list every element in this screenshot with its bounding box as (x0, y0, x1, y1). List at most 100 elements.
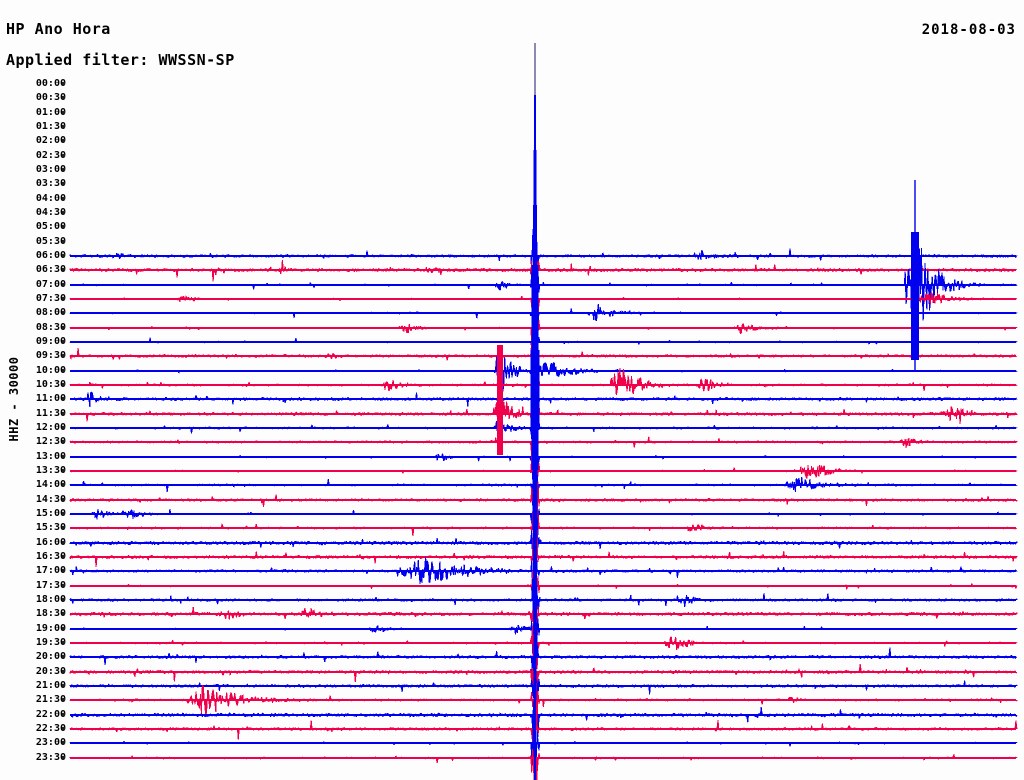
seismogram-trace (69, 716, 1018, 780)
row-tick-mark (62, 555, 65, 558)
time-tick-label: 02:30 (35, 150, 66, 161)
time-tick-label: 00:30 (35, 92, 66, 103)
row-tick-mark (62, 254, 65, 257)
seismogram-trace (69, 575, 1018, 642)
time-tick-label: 10:00 (35, 365, 66, 376)
time-tick-label: 17:00 (35, 565, 66, 576)
row-tick-mark (62, 240, 65, 243)
seismogram-trace (69, 501, 1018, 565)
seismogram-trace (69, 233, 1018, 321)
row-tick-mark (62, 598, 65, 601)
time-tick-label: 17:30 (35, 580, 66, 591)
row-tick-mark (62, 182, 65, 185)
seismogram-trace (69, 567, 1018, 638)
time-tick-label: 22:30 (35, 723, 66, 734)
time-tick-label: 09:30 (35, 350, 66, 361)
seismogram-trace (69, 381, 1018, 414)
row-tick-mark (62, 311, 65, 314)
time-tick-label: 09:00 (35, 336, 66, 347)
time-tick-label: 15:30 (35, 522, 66, 533)
row-tick-mark (62, 96, 65, 99)
row-tick-mark (62, 670, 65, 673)
time-tick-label: 07:30 (35, 293, 66, 304)
row-tick-mark (62, 756, 65, 759)
row-tick-mark (62, 584, 65, 587)
row-tick-mark (62, 469, 65, 472)
time-tick-label: 12:00 (35, 422, 66, 433)
row-tick-mark (62, 713, 65, 716)
time-tick-label: 18:30 (35, 608, 66, 619)
row-tick-mark (62, 211, 65, 214)
time-tick-label: 02:00 (35, 135, 66, 146)
time-tick-label: 12:30 (35, 436, 66, 447)
row-tick-mark (62, 168, 65, 171)
row-tick-mark (62, 641, 65, 644)
seismogram-trace (69, 314, 1018, 395)
time-tick-label: 21:30 (35, 694, 66, 705)
seismogram-trace (69, 392, 1018, 487)
time-tick-label: 21:00 (35, 680, 66, 691)
red-event-column-1030 (497, 345, 503, 455)
time-tick-label: 11:30 (35, 408, 66, 419)
applied-filter-label: Applied filter: WWSSN-SP (6, 51, 235, 69)
row-tick-mark (62, 383, 65, 386)
time-tick-label: 04:00 (35, 193, 66, 204)
time-tick-label: 03:30 (35, 178, 66, 189)
row-tick-mark (62, 684, 65, 687)
time-tick-label: 08:00 (35, 307, 66, 318)
seismogram-trace (69, 607, 1018, 674)
row-tick-mark (62, 412, 65, 415)
row-tick-mark (62, 354, 65, 357)
row-tick-mark (62, 340, 65, 343)
seismogram-trace (69, 570, 1018, 638)
time-tick-label: 19:00 (35, 623, 66, 634)
time-tick-label: 06:30 (35, 264, 66, 275)
time-tick-label: 01:30 (35, 121, 66, 132)
time-tick-label: 11:00 (35, 393, 66, 404)
time-tick-label: 16:00 (35, 537, 66, 548)
row-tick-mark (62, 483, 65, 486)
time-tick-label: 22:00 (35, 709, 66, 720)
page-title: HP Ano Hora (6, 20, 111, 38)
time-tick-label: 01:00 (35, 107, 66, 118)
row-tick-mark (62, 455, 65, 458)
seismogram-trace (69, 423, 1018, 484)
row-tick-mark (62, 426, 65, 429)
time-tick-label: 05:30 (35, 236, 66, 247)
row-tick-mark (62, 82, 65, 85)
row-tick-mark (62, 154, 65, 157)
seismogram-trace (69, 541, 1018, 589)
row-tick-mark (62, 727, 65, 730)
seismogram-trace (69, 244, 1018, 306)
time-tick-label: 23:30 (35, 752, 66, 763)
time-tick-label: 04:30 (35, 207, 66, 218)
row-tick-mark (62, 268, 65, 271)
row-tick-mark (62, 326, 65, 329)
seismogram-trace (69, 589, 1018, 672)
row-tick-mark (62, 512, 65, 515)
time-tick-label: 14:30 (35, 494, 66, 505)
seismogram-trace (69, 443, 1018, 524)
time-tick-label: 10:30 (35, 379, 66, 390)
row-tick-mark (62, 197, 65, 200)
time-tick-label: 05:00 (35, 221, 66, 232)
time-tick-label: 16:30 (35, 551, 66, 562)
time-tick-label: 20:00 (35, 651, 66, 662)
time-tick-label: 00:00 (35, 78, 66, 89)
time-tick-label: 13:00 (35, 451, 66, 462)
seismogram-trace (69, 259, 1018, 316)
time-tick-label: 14:00 (35, 479, 66, 490)
row-tick-mark (62, 526, 65, 529)
time-tick-label: 23:00 (35, 737, 66, 748)
row-tick-mark (62, 369, 65, 372)
row-tick-mark (62, 698, 65, 701)
row-tick-mark (62, 612, 65, 615)
time-tick-label: 03:00 (35, 164, 66, 175)
row-tick-mark (62, 397, 65, 400)
row-tick-mark (62, 741, 65, 744)
row-tick-mark (62, 498, 65, 501)
seismogram-trace (69, 393, 1018, 458)
row-tick-mark (62, 139, 65, 142)
row-tick-mark (62, 125, 65, 128)
